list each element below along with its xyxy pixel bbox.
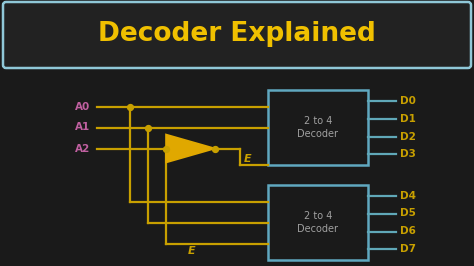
- Point: [162, 146, 170, 151]
- Text: A0: A0: [75, 102, 90, 111]
- Text: Decoder Explained: Decoder Explained: [98, 21, 376, 47]
- Text: D3: D3: [400, 149, 416, 159]
- Text: D7: D7: [400, 244, 416, 254]
- Text: D4: D4: [400, 191, 416, 201]
- Text: D0: D0: [400, 96, 416, 106]
- Text: A1: A1: [75, 123, 90, 132]
- Text: A2: A2: [75, 143, 90, 153]
- Text: 2 to 4
Decoder: 2 to 4 Decoder: [298, 116, 338, 139]
- Text: D6: D6: [400, 227, 416, 236]
- Text: D2: D2: [400, 131, 416, 142]
- Point: [144, 125, 152, 130]
- Text: 2 to 4
Decoder: 2 to 4 Decoder: [298, 211, 338, 234]
- Text: E: E: [244, 154, 252, 164]
- Text: D1: D1: [400, 114, 416, 123]
- FancyBboxPatch shape: [3, 2, 471, 68]
- Point: [211, 146, 219, 151]
- Text: D5: D5: [400, 209, 416, 218]
- Polygon shape: [166, 135, 215, 163]
- Point: [126, 104, 134, 109]
- Text: E: E: [188, 247, 196, 256]
- Bar: [268, 185, 368, 260]
- Bar: [268, 90, 368, 165]
